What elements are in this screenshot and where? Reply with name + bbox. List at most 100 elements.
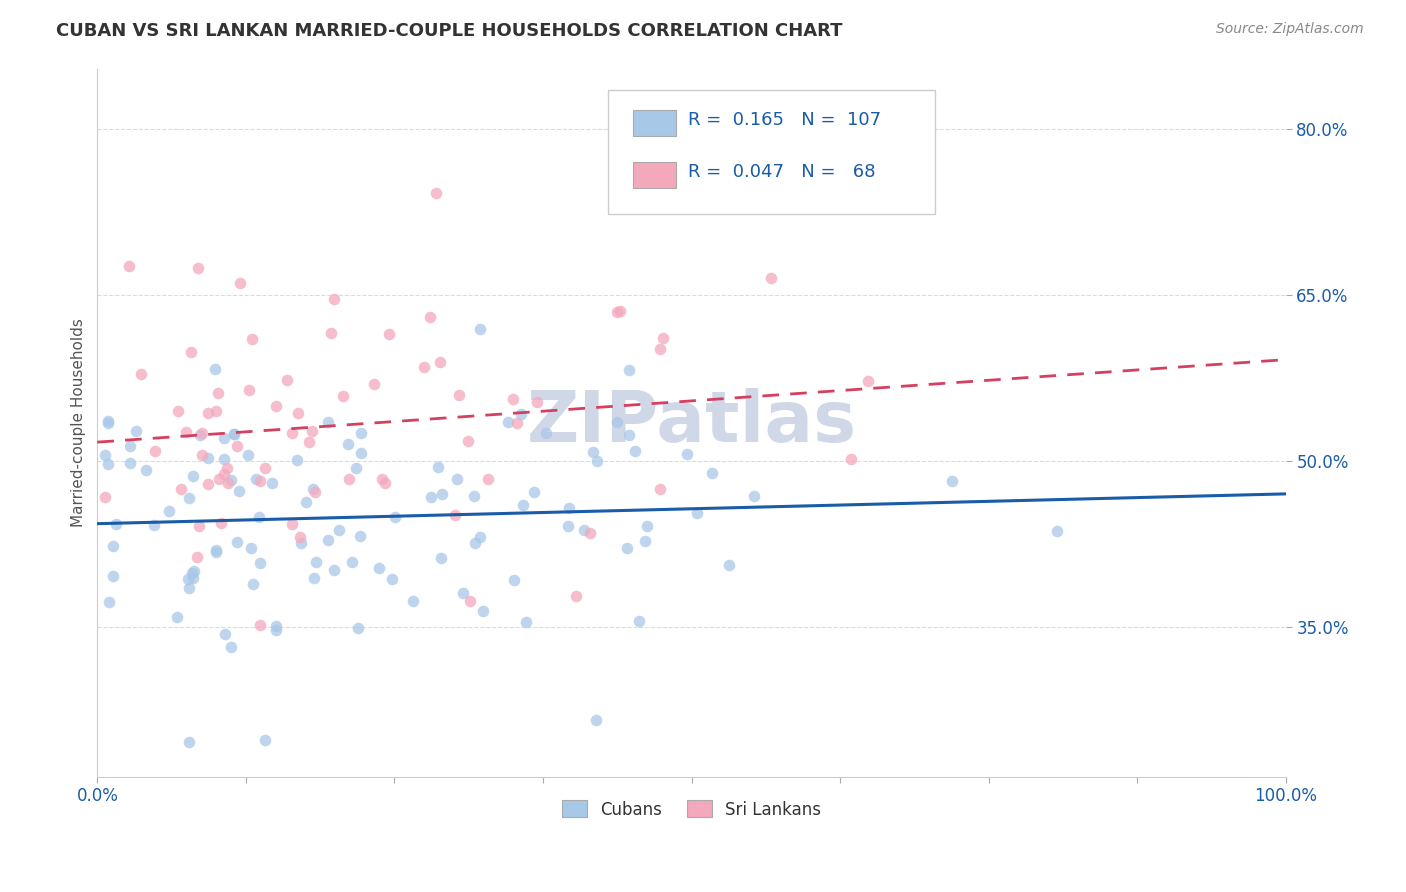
Point (176, 572, 198, 586)
Point (183, 564, 205, 578)
Point (742, 489, 765, 503)
Point (97, 458, 120, 472)
Point (419, 310, 441, 324)
Point (204, 545, 226, 559)
Point (288, 530, 311, 544)
Point (143, 444, 166, 458)
Point (304, 555, 326, 569)
Point (619, 363, 641, 377)
Point (617, 428, 640, 442)
Point (328, 524, 350, 538)
Point (212, 451, 235, 466)
Point (181, 566, 204, 580)
Text: ZIPatlas: ZIPatlas (527, 388, 856, 458)
Point (191, 448, 214, 462)
Point (586, 453, 609, 467)
FancyBboxPatch shape (633, 162, 676, 187)
Point (302, 482, 325, 496)
Point (344, 461, 367, 475)
Point (142, 518, 165, 533)
Point (496, 415, 519, 429)
Point (247, 510, 270, 524)
Point (346, 621, 368, 635)
Point (101, 539, 124, 553)
Point (585, 714, 607, 728)
Point (94, 448, 117, 462)
Point (686, 507, 709, 521)
Point (443, 508, 465, 522)
Text: CUBAN VS SRI LANKAN MARRIED-COUPLE HOUSEHOLDS CORRELATION CHART: CUBAN VS SRI LANKAN MARRIED-COUPLE HOUSE… (56, 22, 842, 40)
Point (318, 533, 340, 548)
Point (420, 490, 443, 504)
Point (430, 487, 453, 501)
Point (332, 388, 354, 402)
Point (402, 594, 425, 608)
Point (205, 404, 228, 418)
Point (207, 386, 229, 401)
Point (197, 406, 219, 420)
Point (941, 474, 963, 488)
Point (574, 523, 596, 537)
Point (295, 494, 318, 508)
Point (228, 483, 250, 498)
Point (97, 413, 120, 427)
Point (458, 594, 481, 608)
Point (222, 427, 245, 442)
Point (103, 568, 125, 582)
Point (503, 573, 526, 587)
Point (502, 392, 524, 406)
Point (377, 326, 399, 341)
Point (214, 626, 236, 640)
Point (350, 446, 373, 460)
Point (177, 735, 200, 749)
Point (222, 426, 245, 441)
Point (177, 491, 200, 506)
Point (321, 326, 343, 340)
Point (606, 415, 628, 429)
Point (304, 484, 326, 499)
Point (526, 395, 548, 409)
Point (191, 426, 214, 441)
Point (197, 476, 219, 491)
Point (217, 475, 239, 490)
Text: R =  0.047   N =   68: R = 0.047 N = 68 (688, 163, 876, 181)
Point (349, 529, 371, 543)
Point (264, 619, 287, 633)
Point (582, 445, 605, 459)
Point (264, 399, 287, 413)
Point (470, 322, 492, 336)
Point (839, 451, 862, 466)
Point (125, 424, 148, 438)
Point (170, 482, 193, 496)
Point (188, 519, 211, 533)
Point (470, 530, 492, 544)
Point (606, 305, 628, 319)
Point (557, 519, 579, 533)
Point (240, 541, 263, 555)
Point (249, 475, 271, 489)
Point (381, 572, 404, 586)
Point (374, 476, 396, 491)
Point (651, 331, 673, 345)
Point (197, 450, 219, 465)
Point (363, 377, 385, 392)
Point (856, 374, 879, 388)
Point (181, 469, 204, 483)
Point (287, 406, 309, 420)
Point (260, 475, 283, 490)
Point (249, 618, 271, 632)
Point (290, 535, 312, 549)
Point (120, 439, 142, 453)
Point (157, 504, 180, 518)
Point (226, 439, 249, 453)
Point (648, 342, 671, 356)
Point (676, 448, 699, 462)
Point (177, 581, 200, 595)
Point (214, 431, 236, 445)
Point (510, 407, 533, 421)
Point (240, 332, 263, 346)
Point (446, 472, 468, 486)
Point (471, 603, 494, 617)
Point (523, 484, 546, 499)
Point (131, 367, 153, 381)
